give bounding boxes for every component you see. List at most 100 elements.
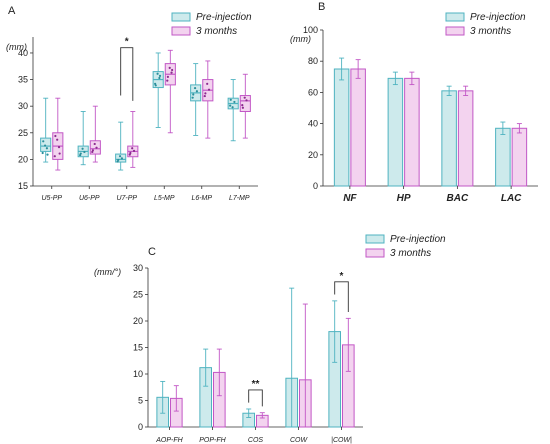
data-point [83,150,86,154]
legend-label: Pre-injection [196,12,252,23]
data-point [229,98,232,101]
data-point [229,104,232,107]
y-tick-label: 10 [133,369,143,379]
bar-post [350,68,366,187]
y-tick-label: 20 [18,154,28,164]
y-tick-label: 60 [308,87,318,97]
x-tick-label: COW [290,437,309,444]
data-point [207,88,211,91]
data-point [241,106,244,109]
data-point [93,142,96,146]
data-point [154,84,157,87]
y-tick-label: 25 [18,128,28,138]
data-point [191,96,194,99]
y-tick-label: 30 [18,101,28,111]
y-axis-unit: (mm) [290,34,311,44]
legend-label: 3 months [470,26,511,37]
legend-swatch-post [445,26,465,36]
panel-C: C (mm/°) 0 5 10 15 20 25 30 Pre-injection 3 months… [94,234,446,444]
y-tick-label: 40 [308,119,318,129]
bar-pre [387,77,404,187]
data-point [193,86,197,90]
data-point [245,99,248,102]
data-point [95,146,98,149]
data-point [204,92,207,95]
y-tick-label: 35 [18,75,28,85]
box-pre [115,153,127,163]
legend-swatch-pre [445,12,465,22]
x-tick-label: U6-PP [79,195,100,202]
data-point [41,151,44,155]
legend-label: 3 months [390,248,431,259]
data-point [243,96,246,99]
data-point [81,147,84,150]
data-point [56,138,59,141]
significance-bracket [334,281,349,312]
data-point [46,153,49,156]
panel-label: B [318,1,325,13]
data-point [166,79,169,82]
y-axis-unit: (mm) [6,42,27,52]
x-tick-label: L5-MP [154,195,175,202]
data-point [195,90,199,93]
x-tick-label: BAC [447,193,469,204]
legend-label: Pre-injection [390,234,446,245]
y-tick-label: 5 [138,396,143,406]
y-tick-label: 40 [18,48,28,58]
data-point [132,149,136,152]
box-post [239,95,251,112]
legend-swatch-post [171,26,191,36]
data-point [170,71,173,74]
data-point [206,82,209,85]
x-tick-label: LAC [501,193,522,204]
bar-post [511,127,528,187]
significance-bracket [120,47,134,101]
x-tick-label: HP [397,193,411,204]
data-point [43,144,47,147]
box-post [89,140,101,155]
data-point [45,147,49,150]
data-point [120,157,124,160]
x-tick-label: AOP-FH [155,437,183,444]
significance-bracket [248,389,263,407]
y-tick-label: 25 [133,290,143,300]
y-tick-label: 20 [308,150,318,160]
data-point [53,155,56,158]
y-axis-unit: (mm/°) [94,267,121,277]
panel-B: B (mm) 0 20 40 60 80 100 Pre-injection 3 months NF… [290,1,538,204]
data-point [57,146,61,149]
y-tick-label: 30 [133,263,143,273]
data-point [54,134,57,138]
data-point [79,152,82,155]
y-tick-label: 0 [313,181,318,191]
data-point [131,147,134,150]
bar-post [457,90,474,187]
panel-label: C [148,246,156,258]
x-tick-label: POP-FH [199,437,226,444]
data-point [118,155,122,158]
bar-pre [441,90,457,187]
significance-marker: * [340,271,344,282]
y-tick-label: 15 [133,343,143,353]
data-point [241,104,244,107]
data-point [58,152,61,155]
significance-marker: * [125,37,129,48]
y-tick-label: 0 [138,422,143,432]
y-tick-label: 80 [308,56,318,66]
data-point [233,100,236,104]
data-point [166,75,169,79]
significance-marker: ** [252,379,260,390]
bar-post [404,77,420,187]
data-point [203,94,206,98]
legend-swatch-pre [171,12,191,22]
data-point [171,68,174,72]
data-point [231,106,234,109]
legend-label: 3 months [196,26,237,37]
y-tick-label: 100 [303,25,318,35]
panel-label: A [8,5,16,17]
legend-swatch-pre [365,234,385,244]
x-tick-label: |COW| [331,437,352,444]
legend-swatch-post [365,248,385,258]
x-tick-label: L6-MP [191,195,212,202]
